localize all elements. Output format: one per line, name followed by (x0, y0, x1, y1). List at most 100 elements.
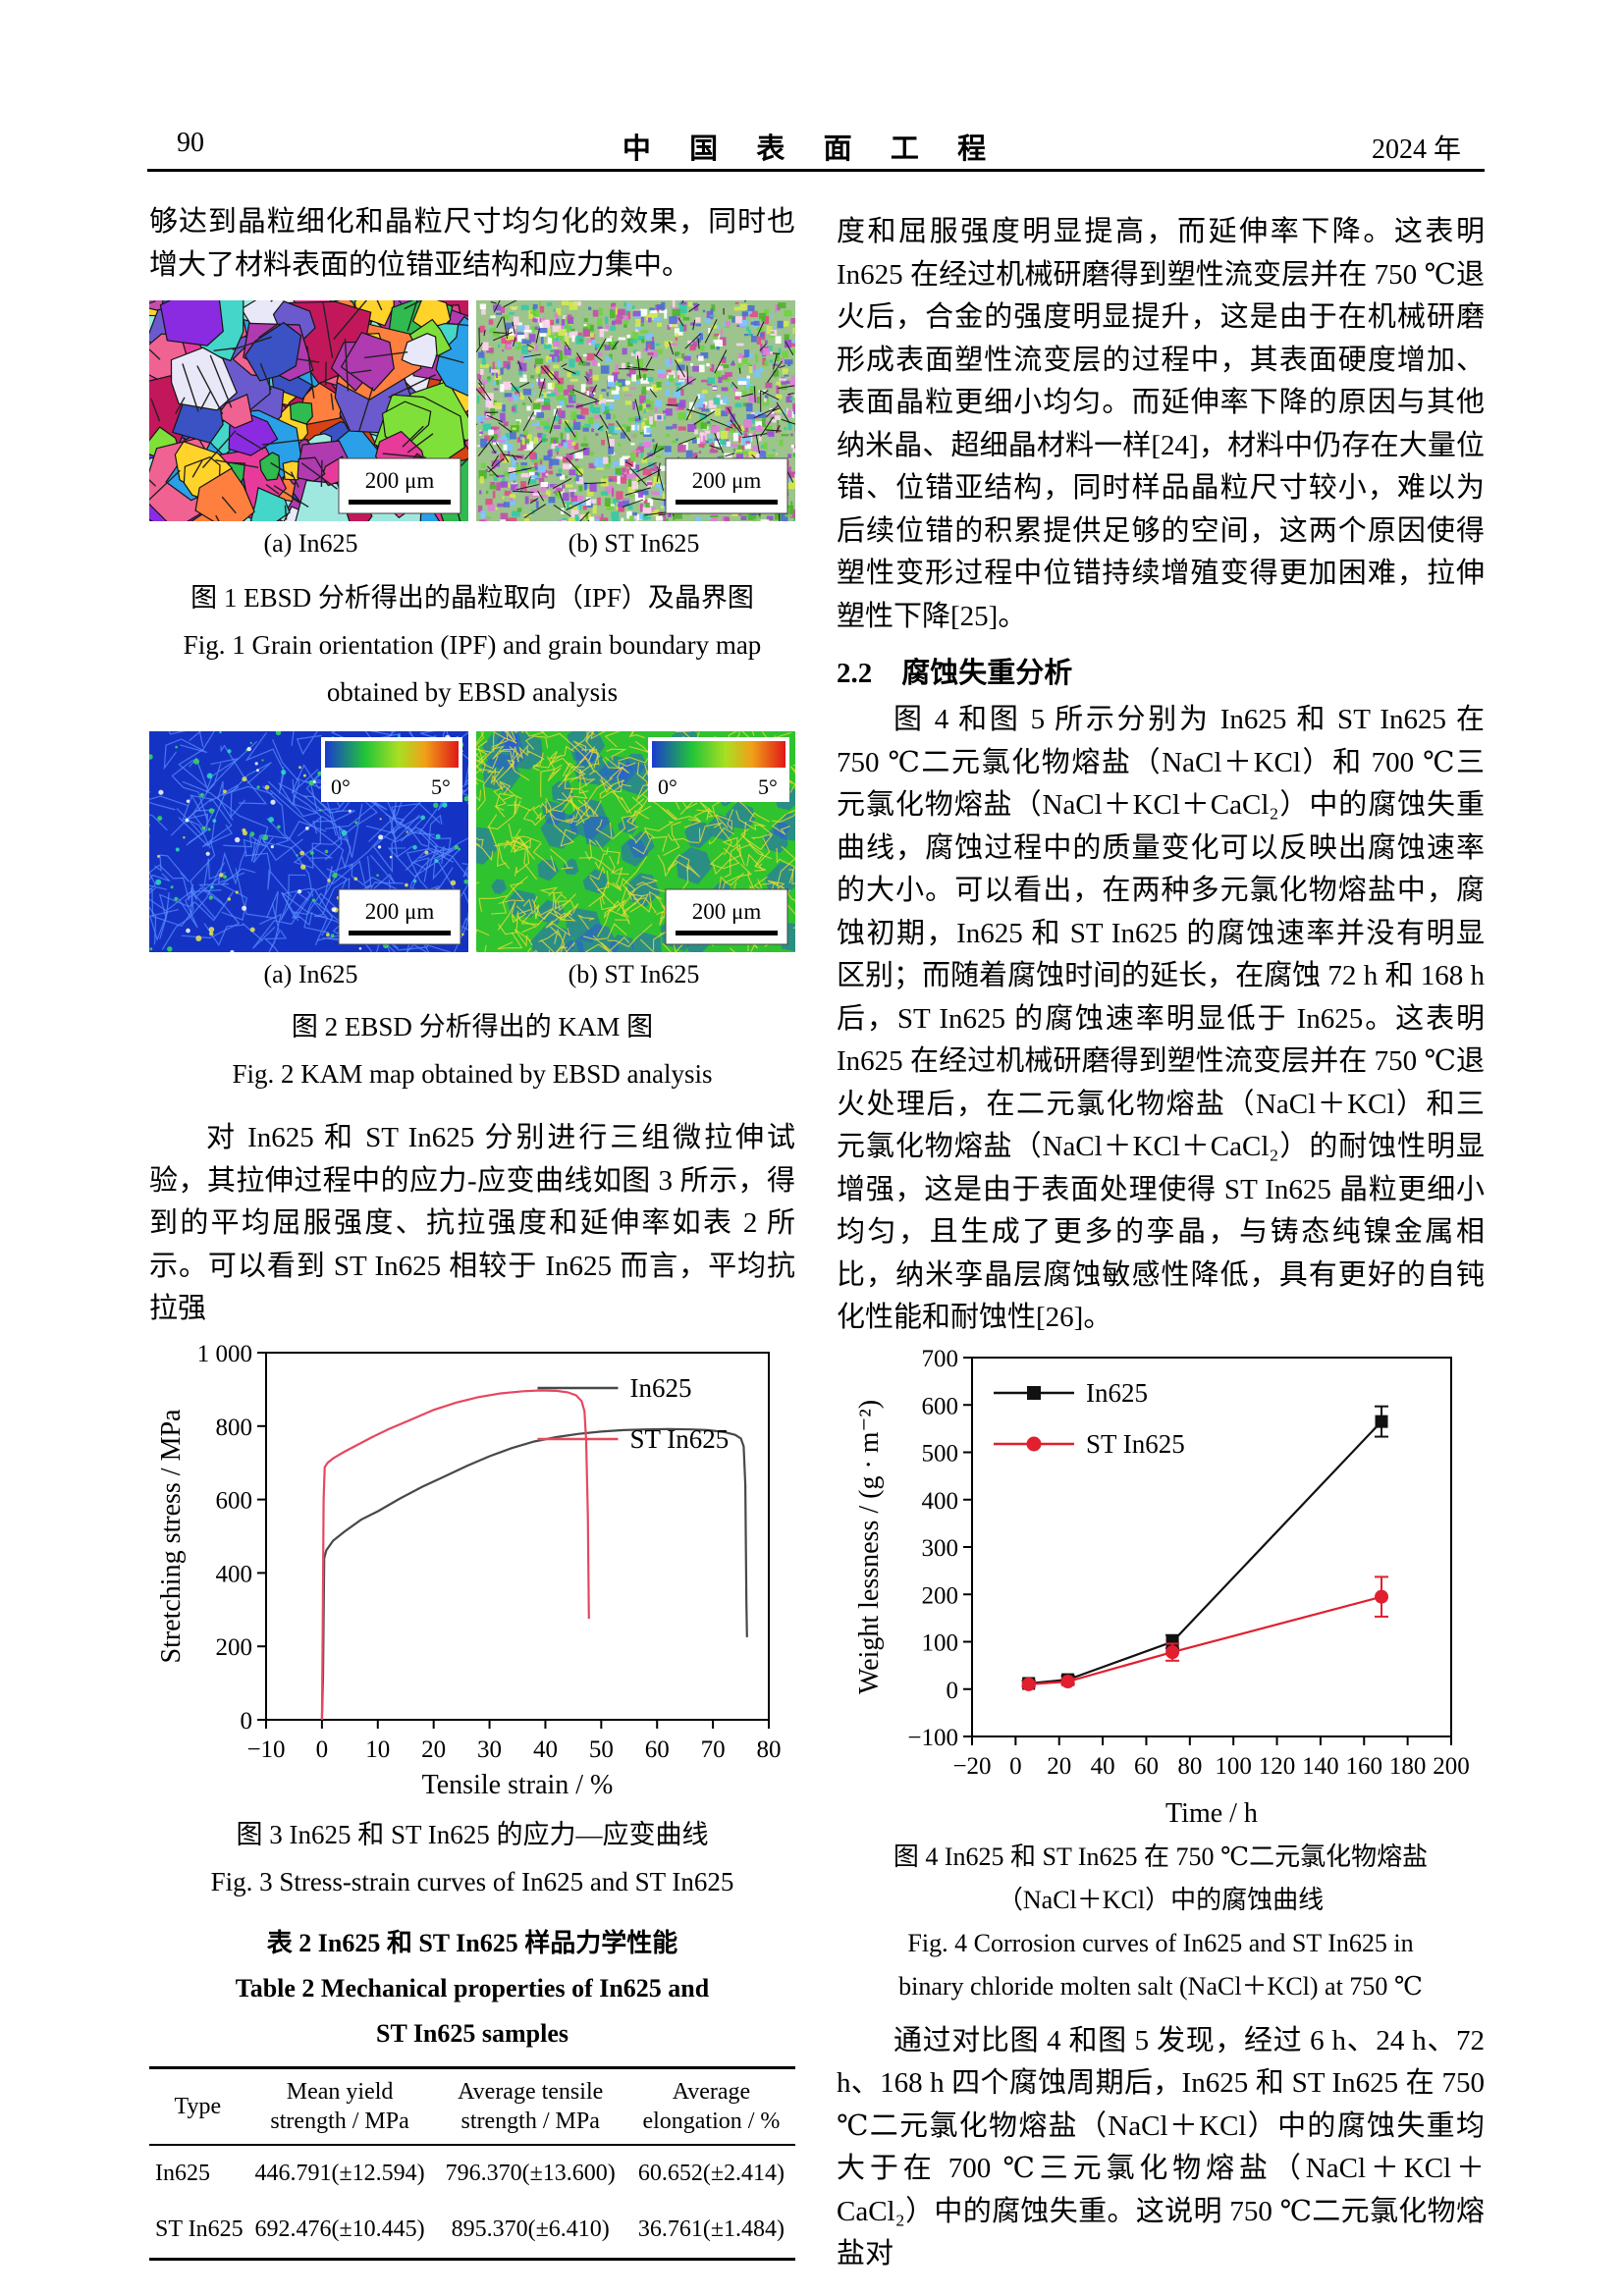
right-column: 度和屈服强度明显提高，而延伸率下降。这表明 In625 在经过机械研磨得到塑性流… (837, 201, 1485, 2276)
svg-text:1 000: 1 000 (197, 1341, 252, 1367)
figure3-caption-cn: 图 3 In625 和 ST In625 的应力—应变曲线 (236, 1819, 709, 1849)
ebsd-ipf-map-in625: 200 μm (149, 300, 468, 521)
table2-r2-tensile: 895.370(±6.410) (451, 2216, 610, 2242)
figure4-corrosion-chart: −20 0 20 40 60 80 100 120 140 160 180 200−100010020… (854, 1346, 1470, 1829)
svg-text:In625: In625 (1086, 1378, 1148, 1408)
svg-text:40: 40 (533, 1736, 558, 1763)
svg-text:200: 200 (922, 1582, 959, 1609)
figure1-label-b: (b) ST In625 (568, 529, 700, 558)
svg-text:120: 120 (1259, 1753, 1296, 1780)
svg-text:300: 300 (922, 1535, 959, 1562)
figure4-caption-en-2: binary chloride molten salt (NaCl＋KCl) a… (898, 1971, 1423, 2001)
svg-text:140: 140 (1302, 1753, 1339, 1780)
figure2-caption-cn: 图 2 EBSD 分析得出的 KAM 图 (291, 1012, 654, 1041)
svg-text:50: 50 (589, 1736, 614, 1763)
kam-map-st-in625: 0° 5° 200 μm (476, 731, 795, 952)
svg-text:Time / h: Time / h (1165, 1798, 1258, 1829)
table2-header-yield: Mean yield strength / MPa (245, 2067, 434, 2146)
table2-r1-elongation: 60.652(±2.414) (637, 2160, 785, 2186)
paragraph-tensile: 对 In625 和 ST In625 分别进行三组微拉伸试验，其拉伸过程中的应力… (149, 1122, 795, 1324)
journal-title: 中 国 表 面 工 程 (622, 133, 1002, 165)
page-number: 90 (177, 128, 204, 158)
svg-text:60: 60 (1134, 1753, 1159, 1780)
figure1-sublabels: (a) In625 (b) ST In625 (149, 521, 795, 566)
header-rule (147, 169, 1485, 172)
svg-text:180: 180 (1389, 1753, 1427, 1780)
svg-text:160: 160 (1346, 1753, 1383, 1780)
figure1-caption-cn: 图 1 EBSD 分析得出的晶粒取向（IPF）及晶界图 (190, 583, 754, 613)
svg-text:Stretching stress / MPa: Stretching stress / MPa (156, 1408, 187, 1663)
left-column: 够达到晶粒细化和晶粒尺寸均匀化的效果，同时也增大了材料表面的位错亚结构和应力集中… (149, 201, 795, 2261)
svg-text:100: 100 (922, 1629, 959, 1656)
table-row: ST In625 692.476(±10.445) 895.370(±6.410… (149, 2202, 795, 2260)
svg-text:−10: −10 (246, 1736, 285, 1763)
table2-title-en-2: ST In625 samples (375, 2018, 569, 2048)
ebsd-ipf-map-st-in625: 200 μm (476, 300, 795, 521)
svg-text:200 μm: 200 μm (692, 468, 762, 493)
figure1-images: 200 μm 200 μm (149, 300, 795, 521)
svg-text:400: 400 (922, 1487, 959, 1514)
svg-text:400: 400 (216, 1561, 253, 1587)
svg-text:70: 70 (701, 1736, 726, 1763)
figure2-label-b: (b) ST In625 (568, 960, 700, 988)
figure2-sublabels: (a) In625 (b) ST In625 (149, 952, 795, 997)
svg-text:600: 600 (922, 1393, 959, 1419)
svg-text:−20: −20 (952, 1753, 991, 1780)
svg-text:Weight lessness / (g · m⁻²): Weight lessness / (g · m⁻²) (854, 1399, 885, 1693)
figure1-label-a: (a) In625 (263, 529, 358, 558)
svg-text:5°: 5° (758, 774, 778, 799)
svg-text:0: 0 (241, 1708, 253, 1735)
svg-text:100: 100 (1215, 1753, 1252, 1780)
svg-text:200 μm: 200 μm (365, 468, 435, 493)
paragraph-continuation: 度和屈服强度明显提高，而延伸率下降。这表明 In625 在经过机械研磨得到塑性流… (837, 216, 1485, 632)
table2-header-type: Type (149, 2067, 246, 2146)
table2-title-en-1: Table 2 Mechanical properties of In625 a… (235, 1973, 710, 2002)
svg-text:200: 200 (216, 1634, 253, 1661)
svg-text:60: 60 (645, 1736, 670, 1763)
figure4-caption-en-1: Fig. 4 Corrosion curves of In625 and ST … (907, 1928, 1414, 1957)
svg-text:700: 700 (922, 1346, 959, 1372)
figure4-caption-cn-2: （NaCl＋KCl）中的腐蚀曲线 (997, 1885, 1325, 1914)
svg-text:20: 20 (421, 1736, 446, 1763)
section-heading-2-2: 2.2 腐蚀失重分析 (837, 650, 1485, 691)
section-title: 腐蚀失重分析 (901, 658, 1073, 689)
table2-header-row: Type Mean yield strength / MPa Average t… (149, 2067, 795, 2146)
svg-text:ST In625: ST In625 (1086, 1429, 1185, 1459)
section-number: 2.2 (837, 658, 873, 689)
figure2-label-a: (a) In625 (263, 960, 358, 988)
figure2-caption-en: Fig. 2 KAM map obtained by EBSD analysis (232, 1059, 713, 1089)
figure3-caption-en: Fig. 3 Stress-strain curves of In625 and… (210, 1866, 734, 1896)
svg-text:10: 10 (365, 1736, 390, 1763)
svg-text:80: 80 (1177, 1753, 1202, 1780)
table2-title-cn: 表 2 In625 和 ST In625 样品力学性能 (266, 1928, 678, 1957)
svg-text:ST In625: ST In625 (629, 1424, 729, 1454)
svg-text:0: 0 (316, 1736, 329, 1763)
svg-text:500: 500 (922, 1440, 959, 1467)
table2-header-elongation: Average elongation / % (626, 2067, 795, 2146)
figure2-image-in625: 0° 5° 200 μm (149, 731, 468, 952)
svg-text:200 μm: 200 μm (365, 899, 435, 924)
kam-map-in625: 0° 5° 200 μm (149, 731, 468, 952)
table2-r2-elongation: 36.761(±1.484) (637, 2216, 785, 2242)
svg-text:Tensile strain / %: Tensile strain / % (422, 1770, 614, 1800)
svg-text:0°: 0° (658, 774, 677, 799)
svg-text:20: 20 (1047, 1753, 1071, 1780)
figure1-caption-en-1: Fig. 1 Grain orientation (IPF) and grain… (183, 630, 762, 660)
table2: Type Mean yield strength / MPa Average t… (149, 2065, 795, 2261)
figure4-caption-cn-1: 图 4 In625 和 ST In625 在 750 ℃二元氯化物熔盐 (893, 1842, 1429, 1871)
table2-r1-tensile: 796.370(±13.600) (445, 2160, 616, 2186)
header-year: 2024 年 (1371, 134, 1461, 165)
table2-r2-type: ST In625 (155, 2216, 244, 2242)
svg-text:200: 200 (1433, 1753, 1470, 1780)
figure1-image-in625: 200 μm (149, 300, 468, 521)
figure2-images: 0° 5° 200 μm 0° 5° 200 μm (149, 731, 795, 952)
figure1-image-st-in625: 200 μm (476, 300, 795, 521)
svg-text:80: 80 (757, 1736, 782, 1763)
paragraph-corrosion: 图 4 和图 5 所示分别为 In625 和 ST In625 在 750 ℃二… (837, 704, 1485, 1333)
paragraph-intro: 够达到晶粒细化和晶粒尺寸均匀化的效果，同时也增大了材料表面的位错亚结构和应力集中… (149, 206, 795, 281)
svg-text:In625: In625 (629, 1373, 691, 1403)
svg-text:5°: 5° (431, 774, 451, 799)
figure2-image-st-in625: 0° 5° 200 μm (476, 731, 795, 952)
